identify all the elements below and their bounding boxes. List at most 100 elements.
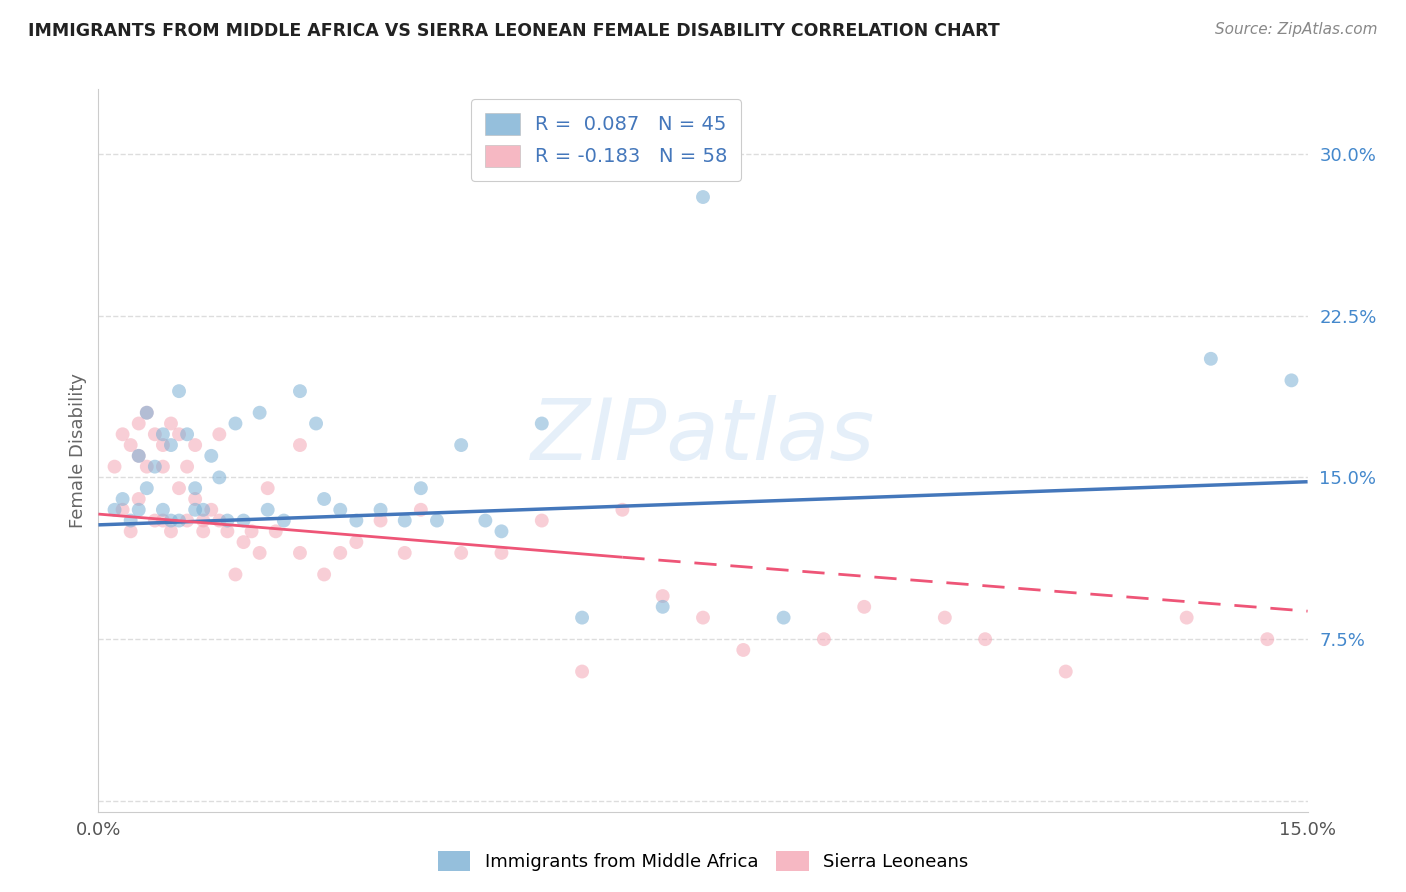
Point <box>111 427 134 442</box>
Legend: Immigrants from Middle Africa, Sierra Leoneans: Immigrants from Middle Africa, Sierra Le… <box>430 844 976 879</box>
Point <box>111 491 134 506</box>
Point <box>184 438 207 452</box>
Point <box>135 459 157 474</box>
Point <box>651 589 673 603</box>
Point <box>135 406 157 420</box>
Text: IMMIGRANTS FROM MIDDLE AFRICA VS SIERRA LEONEAN FEMALE DISABILITY CORRELATION CH: IMMIGRANTS FROM MIDDLE AFRICA VS SIERRA … <box>28 22 1000 40</box>
Point <box>193 524 215 539</box>
Point <box>314 491 336 506</box>
Point <box>120 514 142 528</box>
Point <box>314 567 336 582</box>
Point <box>103 459 125 474</box>
Point <box>813 632 835 647</box>
Point <box>232 535 254 549</box>
Point <box>571 665 593 679</box>
Point <box>394 546 416 560</box>
Point <box>733 643 755 657</box>
Point <box>474 514 496 528</box>
Point <box>249 546 271 560</box>
Point <box>1054 665 1077 679</box>
Point <box>193 514 215 528</box>
Point <box>152 427 174 442</box>
Point <box>288 438 311 452</box>
Point <box>426 514 449 528</box>
Point <box>256 481 278 495</box>
Point <box>224 567 246 582</box>
Point <box>103 502 125 516</box>
Point <box>208 427 231 442</box>
Y-axis label: Female Disability: Female Disability <box>69 373 87 528</box>
Point <box>217 514 239 528</box>
Point <box>128 449 150 463</box>
Point <box>111 502 134 516</box>
Point <box>160 514 183 528</box>
Point <box>344 535 367 549</box>
Point <box>167 427 190 442</box>
Point <box>772 610 794 624</box>
Point <box>370 502 392 516</box>
Point <box>152 459 174 474</box>
Point <box>612 502 634 516</box>
Legend: R =  0.087   N = 45, R = -0.183   N = 58: R = 0.087 N = 45, R = -0.183 N = 58 <box>471 99 741 181</box>
Point <box>128 417 150 431</box>
Point <box>651 599 673 614</box>
Point <box>305 417 328 431</box>
Point <box>491 524 513 539</box>
Point <box>120 438 142 452</box>
Point <box>450 438 472 452</box>
Point <box>152 438 174 452</box>
Point <box>491 546 513 560</box>
Point <box>184 481 207 495</box>
Point <box>853 599 876 614</box>
Point <box>143 514 166 528</box>
Point <box>143 459 166 474</box>
Point <box>249 406 271 420</box>
Point <box>232 514 254 528</box>
Point <box>530 417 553 431</box>
Point <box>217 524 239 539</box>
Point <box>176 459 198 474</box>
Point <box>176 427 198 442</box>
Point <box>167 481 190 495</box>
Point <box>128 449 150 463</box>
Point <box>208 470 231 484</box>
Point <box>692 610 714 624</box>
Text: Source: ZipAtlas.com: Source: ZipAtlas.com <box>1215 22 1378 37</box>
Point <box>208 514 231 528</box>
Point <box>184 491 207 506</box>
Point <box>1175 610 1198 624</box>
Point <box>530 514 553 528</box>
Point <box>120 524 142 539</box>
Point <box>1199 351 1222 366</box>
Point <box>264 524 287 539</box>
Point <box>329 502 352 516</box>
Point <box>256 502 278 516</box>
Point <box>160 417 183 431</box>
Point <box>160 524 183 539</box>
Point <box>344 514 367 528</box>
Point <box>152 514 174 528</box>
Point <box>167 514 190 528</box>
Point <box>974 632 997 647</box>
Point <box>128 491 150 506</box>
Point <box>193 502 215 516</box>
Point <box>200 502 222 516</box>
Point <box>135 406 157 420</box>
Point <box>240 524 263 539</box>
Point <box>1256 632 1278 647</box>
Point <box>571 610 593 624</box>
Point <box>394 514 416 528</box>
Point <box>160 438 183 452</box>
Point <box>273 514 295 528</box>
Point <box>409 502 432 516</box>
Text: ZIPatlas: ZIPatlas <box>531 394 875 477</box>
Point <box>200 449 222 463</box>
Point <box>934 610 956 624</box>
Point <box>329 546 352 560</box>
Point <box>288 546 311 560</box>
Point <box>176 514 198 528</box>
Point <box>167 384 190 399</box>
Point <box>128 502 150 516</box>
Point <box>224 417 246 431</box>
Point <box>184 502 207 516</box>
